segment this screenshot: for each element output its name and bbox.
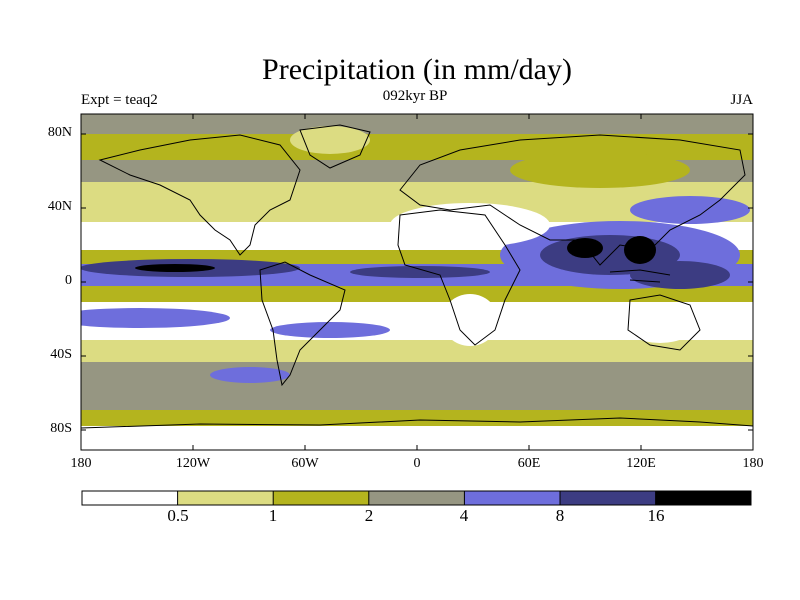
southern-ocean-storm — [210, 367, 290, 383]
colorbar — [81, 490, 752, 506]
south-pacific-band — [81, 308, 230, 328]
lon-label-120w: 120W — [175, 456, 211, 471]
coast-north-america — [98, 134, 301, 256]
lon-label-180w: 180 — [70, 456, 92, 471]
colorbar-box-4 — [464, 491, 560, 505]
coast-antarctica — [81, 417, 753, 429]
monsoon-max-1 — [567, 238, 603, 258]
south-atlantic-band — [270, 322, 390, 338]
axis-ticks — [81, 114, 753, 450]
coast-south-america — [259, 261, 346, 387]
coast-indonesia — [609, 269, 671, 283]
colorbar-label-2: 2 — [364, 506, 374, 525]
lat-label-40s: 40S — [50, 347, 72, 362]
colorbar-box-1 — [177, 491, 274, 505]
band-south-subtrop-edge — [81, 340, 753, 362]
lat-label-80n: 80N — [47, 125, 72, 140]
monsoon-max-2 — [624, 236, 656, 264]
lon-label-0: 0 — [413, 456, 421, 471]
lat-label-80s: 80S — [50, 421, 72, 436]
lon-label-180e: 180 — [742, 456, 764, 471]
precipitation-field — [81, 114, 753, 450]
page-title: Precipitation (in mm/day) — [262, 53, 572, 86]
colorbar-label-0-5: 0.5 — [167, 506, 189, 525]
band-south-mid — [81, 362, 753, 410]
lat-label-0: 0 — [65, 273, 72, 288]
colorbar-label-4: 4 — [459, 506, 469, 525]
greenland-dry — [290, 126, 370, 154]
coast-greenland — [299, 124, 371, 169]
north-pacific-storm — [630, 196, 750, 224]
colorbar-label-8: 8 — [555, 506, 565, 525]
siberia-wet — [510, 152, 690, 188]
period-label: 092kyr BP — [382, 88, 448, 104]
band-south-high — [81, 410, 753, 426]
lon-label-60w: 60W — [291, 456, 319, 471]
colorbar-box-0 — [82, 491, 178, 505]
colorbar-box-5 — [560, 491, 656, 505]
atlantic-itcz-core — [350, 266, 490, 278]
lon-label-120e: 120E — [626, 456, 656, 471]
pacific-itcz-max — [135, 264, 215, 272]
colorbar-box-6 — [655, 491, 752, 505]
colorbar-frame — [81, 490, 752, 506]
sahara-dry — [390, 203, 550, 247]
west-pacific-warm-pool — [630, 261, 730, 289]
colorbar-box-2 — [273, 491, 369, 505]
coastlines — [81, 124, 753, 429]
coast-australia — [627, 294, 701, 351]
experiment-label: Expt = teaq2 — [81, 92, 158, 108]
coast-eurasia — [399, 134, 746, 266]
lon-label-60e: 60E — [517, 456, 541, 471]
band-arctic — [81, 114, 753, 134]
coast-africa — [397, 209, 521, 346]
australia-dry — [625, 307, 695, 343]
colorbar-label-16: 16 — [647, 506, 665, 525]
band-south-trop-edge — [81, 286, 753, 302]
colorbar-label-1: 1 — [268, 506, 278, 525]
africa-south-dry — [442, 294, 498, 346]
season-label: JJA — [730, 92, 753, 108]
lat-label-40n: 40N — [47, 199, 72, 214]
colorbar-box-3 — [368, 491, 465, 505]
